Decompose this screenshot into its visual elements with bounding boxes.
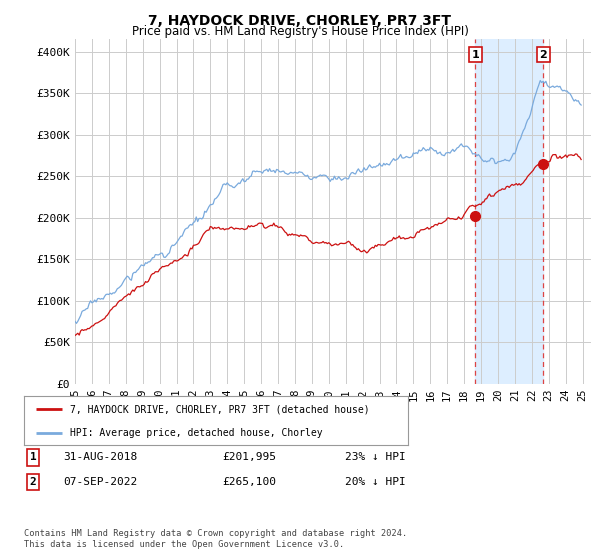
Text: Price paid vs. HM Land Registry's House Price Index (HPI): Price paid vs. HM Land Registry's House … (131, 25, 469, 38)
Text: 31-AUG-2018: 31-AUG-2018 (63, 452, 137, 463)
Text: 1: 1 (29, 452, 37, 463)
Text: Contains HM Land Registry data © Crown copyright and database right 2024.
This d: Contains HM Land Registry data © Crown c… (24, 529, 407, 549)
Text: 23% ↓ HPI: 23% ↓ HPI (345, 452, 406, 463)
Text: 2: 2 (539, 49, 547, 59)
Bar (475, 39, 543, 384)
Text: £265,100: £265,100 (222, 477, 276, 487)
Text: 07-SEP-2022: 07-SEP-2022 (63, 477, 137, 487)
Text: 1: 1 (472, 49, 479, 59)
Text: HPI: Average price, detached house, Chorley: HPI: Average price, detached house, Chor… (70, 428, 323, 438)
Text: 20% ↓ HPI: 20% ↓ HPI (345, 477, 406, 487)
Text: 7, HAYDOCK DRIVE, CHORLEY, PR7 3FT: 7, HAYDOCK DRIVE, CHORLEY, PR7 3FT (149, 14, 452, 28)
Text: 7, HAYDOCK DRIVE, CHORLEY, PR7 3FT (detached house): 7, HAYDOCK DRIVE, CHORLEY, PR7 3FT (deta… (70, 404, 370, 414)
Text: 2: 2 (29, 477, 37, 487)
Text: £201,995: £201,995 (222, 452, 276, 463)
